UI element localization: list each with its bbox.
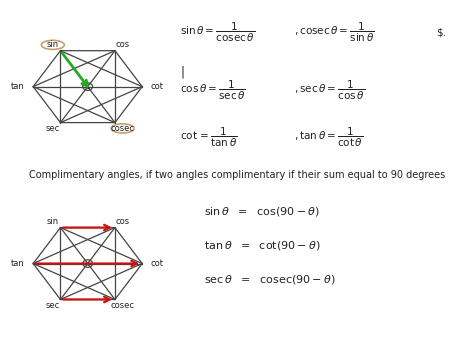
Text: tan: tan bbox=[11, 259, 25, 268]
Text: $\mathrm{,cosec}\,\theta = \dfrac{1}{\sin\theta}$: $\mathrm{,cosec}\,\theta = \dfrac{1}{\si… bbox=[294, 21, 374, 44]
Text: tan: tan bbox=[11, 82, 25, 91]
Text: sec: sec bbox=[46, 124, 60, 133]
Text: $|$: $|$ bbox=[180, 64, 184, 80]
Text: +: + bbox=[85, 261, 91, 266]
Text: $.: $. bbox=[436, 27, 446, 38]
Text: sin: sin bbox=[47, 217, 59, 226]
Text: Complimentary angles, if two angles complimentary if their sum equal to 90 degre: Complimentary angles, if two angles comp… bbox=[29, 170, 445, 180]
Text: sec: sec bbox=[46, 301, 60, 310]
Text: sin: sin bbox=[47, 40, 59, 49]
Text: cos: cos bbox=[116, 217, 129, 226]
Text: cosec: cosec bbox=[110, 124, 135, 133]
Text: $\mathrm{,tan}\,\theta = \dfrac{1}{\cot\theta}$: $\mathrm{,tan}\,\theta = \dfrac{1}{\cot\… bbox=[294, 126, 363, 149]
Text: $\mathrm{,sec}\,\theta = \dfrac{1}{\cos\theta}$: $\mathrm{,sec}\,\theta = \dfrac{1}{\cos\… bbox=[294, 79, 365, 102]
Text: $\sec\theta\ \ =\ \ \mathrm{cosec}(90-\theta)$: $\sec\theta\ \ =\ \ \mathrm{cosec}(90-\t… bbox=[204, 273, 336, 286]
Text: cosec: cosec bbox=[110, 301, 135, 310]
Text: 1: 1 bbox=[85, 84, 90, 90]
Text: cot: cot bbox=[151, 82, 164, 91]
Text: cos: cos bbox=[116, 40, 129, 49]
Text: $\sin\theta = \dfrac{1}{\mathrm{cosec}\,\theta}$: $\sin\theta = \dfrac{1}{\mathrm{cosec}\,… bbox=[180, 21, 255, 44]
Text: $\sin\theta\ \ =\ \ \cos(90-\theta)$: $\sin\theta\ \ =\ \ \cos(90-\theta)$ bbox=[204, 205, 319, 218]
Text: $\tan\theta\ \ =\ \ \cot(90-\theta)$: $\tan\theta\ \ =\ \ \cot(90-\theta)$ bbox=[204, 239, 320, 252]
Text: $\cot = \dfrac{1}{\tan\theta}$: $\cot = \dfrac{1}{\tan\theta}$ bbox=[180, 126, 237, 149]
Text: cot: cot bbox=[151, 259, 164, 268]
Text: $\cos\theta = \dfrac{1}{\mathrm{sec}\,\theta}$: $\cos\theta = \dfrac{1}{\mathrm{sec}\,\t… bbox=[180, 79, 246, 102]
